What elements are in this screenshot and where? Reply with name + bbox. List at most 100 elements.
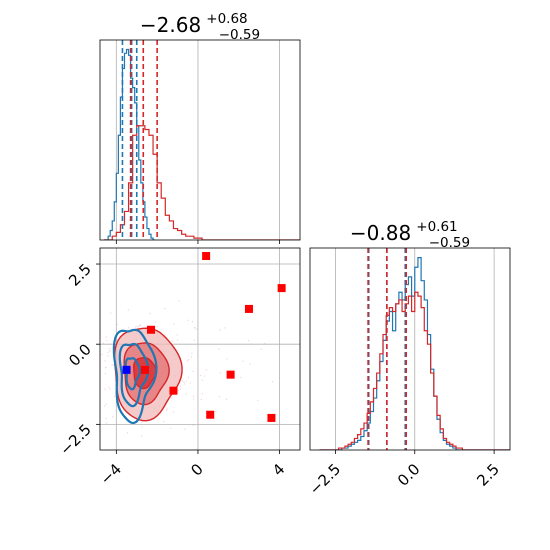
joint-sample-point <box>109 347 111 350</box>
joint-sample-point <box>176 339 179 341</box>
marginal-x-histograms <box>104 40 300 240</box>
marginal-x-grid <box>115 40 280 240</box>
joint-sample-point <box>170 427 172 429</box>
joint-sample-point <box>189 382 192 384</box>
joint-sample-point <box>106 339 108 342</box>
joint-sample-point <box>126 432 129 434</box>
joint-contours <box>112 327 183 425</box>
joint-sample-point <box>195 328 198 330</box>
joint-sample-point <box>105 403 107 405</box>
joint-sample-point <box>138 326 140 328</box>
joint-sample-point <box>186 359 189 362</box>
joint-markers <box>122 252 286 422</box>
marginal-y-title-plus: +0.61 <box>416 219 457 235</box>
marginal-y-hist-series-0 <box>319 257 510 450</box>
joint-sample-point <box>139 324 142 327</box>
joint-xtick-label-1: 0 <box>187 460 206 479</box>
joint-sample-point <box>181 380 184 382</box>
marginal-y-tick-label-1: 0.0 <box>394 460 424 490</box>
joint-truth-marker-7 <box>206 410 215 419</box>
joint-sample-point <box>89 341 90 342</box>
joint-sample-point <box>219 329 221 331</box>
joint-sample-point <box>134 326 137 328</box>
joint-ytick-label-1: 0.0 <box>65 340 95 370</box>
joint-sample-point <box>141 421 143 424</box>
joint-sample-point <box>247 339 250 342</box>
joint-sample-point <box>193 339 195 342</box>
joint-truth-marker-4 <box>140 365 149 374</box>
joint-sample-point <box>156 325 159 328</box>
joint-sample-point <box>183 383 186 385</box>
joint-ytick-label-2: −2.5 <box>56 420 94 458</box>
joint-xtick-label-0: −4 <box>97 460 125 488</box>
joint-truth-marker-1 <box>277 284 286 293</box>
joint-sample-point <box>107 355 109 357</box>
joint-sample-point <box>172 411 175 413</box>
joint-sample-point <box>104 360 106 362</box>
joint-sample-point <box>110 312 112 314</box>
marginal-x-title-plus: +0.68 <box>206 11 247 27</box>
joint-sample-point <box>113 395 116 398</box>
joint-sample-point <box>184 428 186 430</box>
joint-sample-point <box>109 388 111 390</box>
marginal-x-title: −2.68 +0.68 −0.59 <box>140 8 260 43</box>
joint-sample-point <box>136 325 139 327</box>
joint-sample-point <box>242 360 244 362</box>
joint-sample-point <box>203 375 206 377</box>
joint-sample-point <box>177 389 180 392</box>
marginal-y-tick-label-0: −2.5 <box>306 460 344 498</box>
joint-sample-point <box>166 408 168 410</box>
joint-sample-point <box>201 379 204 381</box>
joint-sample-point <box>194 327 196 329</box>
marginal-x-hist-series-0 <box>104 48 156 240</box>
joint-sample-point <box>192 395 195 397</box>
joint-sample-point <box>179 388 182 390</box>
joint-sample-point <box>116 323 118 326</box>
joint-sample-point <box>192 398 195 400</box>
joint-sample-point <box>190 356 193 358</box>
marginal-x-hist-series-1 <box>104 125 300 240</box>
joint-sample-point <box>183 381 185 383</box>
joint-sample-point <box>171 340 174 342</box>
marginal-x-title-minus: −0.59 <box>219 27 260 43</box>
joint-sample-point <box>158 417 160 420</box>
joint-sample-point <box>215 410 217 413</box>
joint-sample-point <box>226 358 228 360</box>
marginal-y-histograms <box>319 248 510 450</box>
joint-sample-point <box>112 364 115 367</box>
joint-sample-point <box>104 405 106 407</box>
marginal-x-frame <box>99 39 301 241</box>
joint-sample-point <box>127 309 130 311</box>
marginal-y-panel: −2.5 0.0 2.5 <box>306 247 511 499</box>
joint-sample-point <box>108 350 111 352</box>
joint-sample-point <box>149 312 151 315</box>
joint-sample-point <box>191 320 194 323</box>
joint-truth-marker-2 <box>244 304 253 313</box>
joint-blue-marker <box>122 365 131 374</box>
marginal-y-frame <box>309 247 511 451</box>
joint-frame <box>99 247 301 451</box>
joint-sample-point <box>86 378 87 379</box>
joint-truth-marker-3 <box>147 325 156 334</box>
joint-sample-point <box>94 363 95 364</box>
marginal-y-title-minus: −0.59 <box>429 235 470 251</box>
joint-sample-point <box>199 374 202 377</box>
joint-sample-point <box>205 369 208 371</box>
joint-sample-point <box>105 417 107 420</box>
joint-sample-point <box>164 307 166 310</box>
joint-sample-point <box>87 369 88 370</box>
joint-truth-marker-5 <box>226 370 235 379</box>
joint-sample-point <box>185 380 187 383</box>
joint-sample-point <box>257 399 259 401</box>
joint-sample-point <box>101 353 103 356</box>
joint-sample-point <box>140 435 143 437</box>
joint-sample-point <box>171 397 173 399</box>
joint-truth-marker-8 <box>267 413 276 422</box>
joint-sample-point <box>95 321 96 322</box>
joint-sample-point <box>201 393 203 395</box>
joint-sample-point <box>240 376 242 379</box>
marginal-x-panel <box>99 39 301 244</box>
joint-xtick-label-2: 4 <box>269 460 288 479</box>
joint-sample-point <box>200 398 202 401</box>
joint-sample-point <box>192 424 194 427</box>
